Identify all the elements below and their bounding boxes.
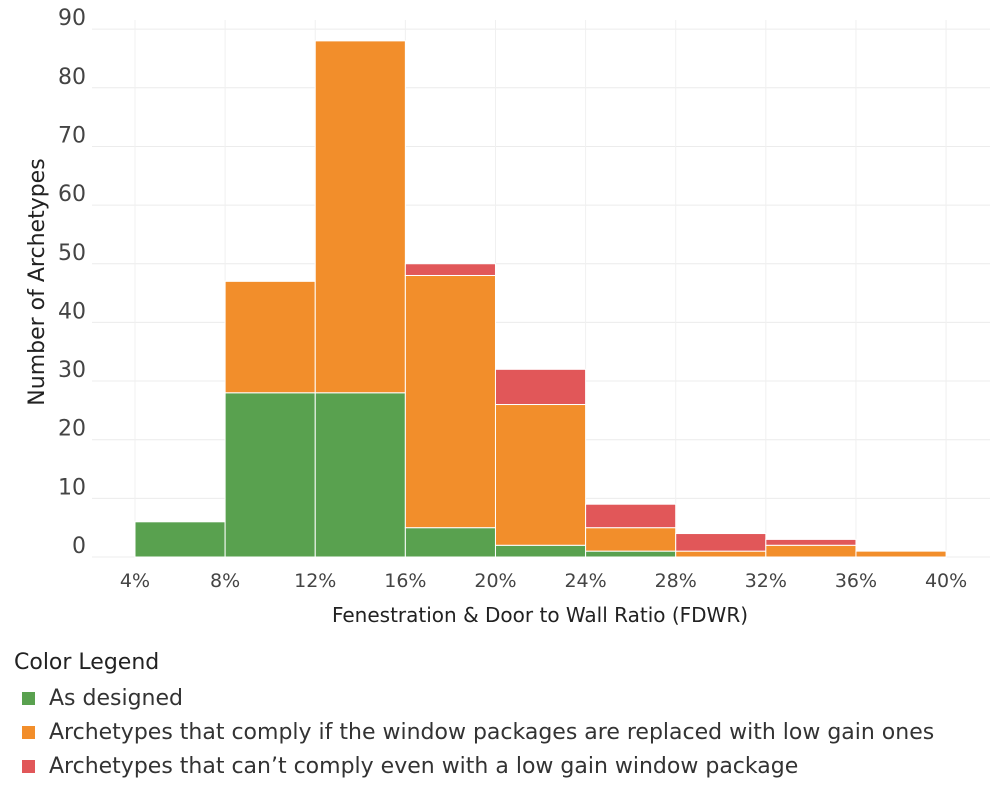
bar-segment-cannot-comply (494, 368, 587, 406)
bar-segment-as-designed (404, 527, 496, 558)
x-tick-label: 24% (564, 570, 606, 592)
legend-title: Color Legend (14, 650, 160, 675)
x-tick-label: 36% (835, 570, 877, 592)
y-tick-labels: 0 10 20 30 40 50 60 70 80 90 (58, 6, 86, 559)
x-tick-label: 16% (384, 570, 426, 592)
y-tick-label: 0 (72, 534, 86, 559)
bars (134, 40, 947, 558)
y-tick-label: 20 (58, 417, 86, 442)
y-tick-label: 50 (58, 241, 86, 266)
bar-segment-cannot-comply (404, 263, 496, 276)
bar-segment-cannot-comply (585, 503, 677, 529)
legend-label: As designed (49, 685, 183, 711)
bar-segment-low-gain (404, 274, 496, 529)
x-axis-title: Fenestration & Door to Wall Ratio (FDWR) (332, 603, 748, 627)
x-tick-label: 20% (474, 570, 516, 592)
legend-label: Archetypes that comply if the window pac… (49, 719, 935, 745)
y-tick-label: 10 (58, 475, 86, 500)
x-tick-labels: 4% 8% 12% 16% 20% 24% 28% 32% 36% 40% (120, 570, 967, 592)
bar-segment-low-gain (855, 550, 947, 558)
y-tick-label: 70 (58, 123, 86, 148)
x-tick-label: 8% (210, 570, 240, 592)
orange-swatch-icon (22, 725, 35, 739)
y-tick-label: 30 (58, 358, 86, 383)
bar-segment-low-gain (675, 550, 767, 558)
bar-segment-low-gain (314, 40, 406, 394)
bar-segment-low-gain (494, 404, 587, 546)
x-tick-label: 28% (655, 570, 697, 592)
x-tick-label: 4% (120, 570, 150, 592)
bar-segment-low-gain (765, 544, 857, 558)
legend-label: Archetypes that can’t comply even with a… (49, 753, 799, 779)
histogram-chart: 0 10 20 30 40 50 60 70 80 90 4% 8% 12% 16% 20% 24% 28% 3… (25, 6, 990, 627)
y-tick-label: 80 (58, 65, 86, 90)
bar-segment-as-designed (314, 392, 406, 558)
y-axis-title: Number of Archetypes (25, 158, 50, 405)
x-tick-label: 12% (294, 570, 336, 592)
y-tick-label: 90 (58, 6, 86, 31)
red-swatch-icon (22, 759, 35, 773)
legend-item-as-designed: As designed (14, 681, 934, 715)
legend-item-low-gain: Archetypes that comply if the window pac… (14, 715, 934, 749)
x-tick-label: 32% (745, 570, 787, 592)
bar-segment-as-designed (224, 392, 316, 558)
x-tick-label: 40% (925, 570, 967, 592)
y-tick-label: 40 (58, 299, 86, 324)
bar-segment-as-designed (494, 544, 587, 558)
bar-segment-cannot-comply (675, 533, 767, 552)
green-swatch-icon (22, 691, 35, 705)
bar-segment-as-designed (585, 550, 677, 558)
bar-segment-low-gain (224, 280, 316, 394)
bar-segment-cannot-comply (765, 538, 857, 546)
color-legend: Color Legend As designed Archetypes that… (14, 650, 934, 783)
bar-segment-as-designed (134, 521, 226, 558)
bar-segment-low-gain (585, 527, 677, 552)
y-tick-label: 60 (58, 182, 86, 207)
legend-item-cannot-comply: Archetypes that can’t comply even with a… (14, 749, 934, 783)
